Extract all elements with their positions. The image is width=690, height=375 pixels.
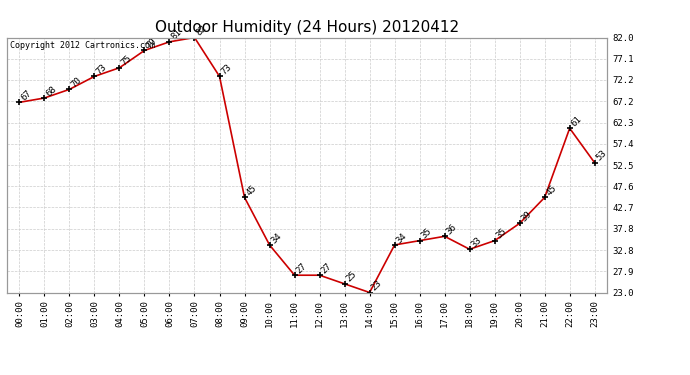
Text: 39: 39	[520, 209, 533, 224]
Text: 36: 36	[444, 222, 459, 236]
Text: 70: 70	[70, 75, 83, 89]
Text: 82: 82	[195, 24, 208, 38]
Text: 61: 61	[570, 114, 584, 128]
Text: 67: 67	[19, 88, 33, 102]
Text: 79: 79	[144, 36, 159, 51]
Text: 34: 34	[395, 231, 408, 245]
Text: 45: 45	[244, 183, 259, 197]
Text: 35: 35	[495, 226, 509, 241]
Text: 45: 45	[544, 183, 559, 197]
Text: 81: 81	[170, 28, 184, 42]
Text: 53: 53	[595, 149, 609, 163]
Text: 27: 27	[295, 261, 308, 275]
Text: 34: 34	[270, 231, 284, 245]
Text: 25: 25	[344, 270, 359, 284]
Text: 23: 23	[370, 279, 384, 292]
Text: Copyright 2012 Cartronics.com: Copyright 2012 Cartronics.com	[10, 41, 155, 50]
Text: 33: 33	[470, 236, 484, 249]
Text: 73: 73	[95, 62, 108, 76]
Text: 75: 75	[119, 54, 133, 68]
Text: 73: 73	[219, 62, 233, 76]
Text: 35: 35	[420, 226, 433, 241]
Text: 68: 68	[44, 84, 59, 98]
Text: 27: 27	[319, 261, 333, 275]
Title: Outdoor Humidity (24 Hours) 20120412: Outdoor Humidity (24 Hours) 20120412	[155, 20, 459, 35]
